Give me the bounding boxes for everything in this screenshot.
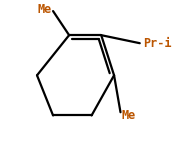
- Text: Me: Me: [38, 3, 52, 16]
- Text: Pr-i: Pr-i: [143, 37, 171, 50]
- Text: Me: Me: [121, 109, 135, 122]
